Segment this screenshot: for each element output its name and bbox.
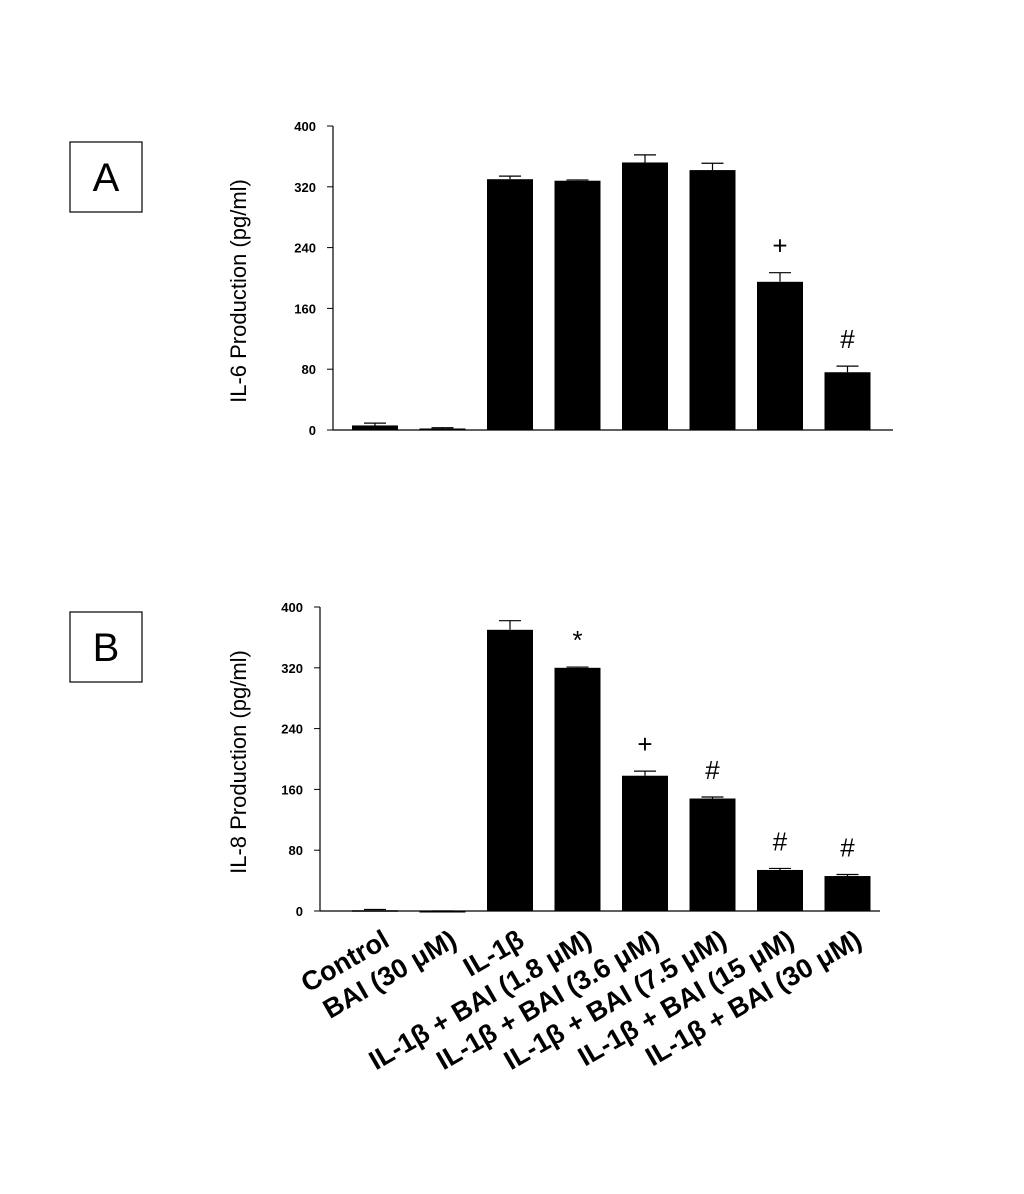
error-bar: [701, 796, 724, 799]
panel-label-box: [69, 141, 143, 213]
error-bar: [769, 272, 791, 282]
significance-mark: #: [840, 833, 855, 863]
significance-mark: #: [840, 324, 855, 354]
y-tick-label: 80: [289, 843, 303, 858]
error-bar: [499, 175, 521, 180]
error-bar: [431, 427, 454, 429]
bar: [352, 425, 398, 430]
y-tick-label: 0: [296, 904, 303, 919]
bar: [554, 180, 601, 430]
error-bar: [499, 620, 521, 630]
y-tick-label: 80: [302, 362, 316, 377]
bar: [689, 798, 736, 911]
error-bar: [634, 154, 656, 163]
bar: [487, 629, 533, 911]
bar: [419, 911, 466, 913]
significance-mark: +: [772, 231, 787, 261]
y-tick-label: 0: [309, 423, 316, 438]
significance-mark: +: [637, 729, 652, 759]
y-tick-label: 240: [294, 241, 316, 256]
error-bar: [364, 422, 386, 426]
y-axis-label: IL-6 Production (pg/ml): [226, 179, 251, 403]
significance-mark: *: [572, 625, 582, 655]
bar: [824, 372, 871, 430]
bar: [487, 179, 533, 430]
bar: [622, 775, 668, 911]
y-tick-label: 160: [294, 301, 316, 316]
error-bar: [566, 179, 589, 181]
panel-a: A IL-6 Production (pg/ml) 0 80 160 240 320 400 +…: [69, 119, 893, 438]
panel-b: B IL-8 Production (pg/ml) 0 80 160 240 320 400 *…: [69, 600, 880, 1076]
bar: [689, 170, 736, 430]
bar: [622, 162, 668, 431]
y-tick-label: 320: [281, 661, 303, 676]
y-tick-label: 160: [281, 782, 303, 797]
bar: [757, 281, 803, 430]
significance-mark: #: [773, 826, 788, 856]
error-bar: [566, 666, 589, 668]
bar: [757, 869, 803, 911]
panel-label: B: [93, 626, 120, 670]
bar: [419, 428, 466, 430]
y-axis-label: IL-8 Production (pg/ml): [226, 650, 251, 874]
panel-label: A: [93, 156, 120, 200]
panel-label-box: [69, 611, 143, 683]
y-tick-label: 240: [281, 722, 303, 737]
bar: [352, 910, 398, 912]
y-tick-label: 320: [294, 180, 316, 195]
significance-mark: #: [705, 755, 720, 785]
error-bar: [836, 873, 859, 877]
error-bar: [769, 867, 791, 870]
y-tick-label: 400: [281, 600, 303, 615]
error-bar: [634, 770, 656, 776]
error-bar: [364, 908, 386, 911]
y-tick-label: 400: [294, 119, 316, 134]
bar: [554, 667, 601, 911]
bar: [824, 876, 871, 911]
error-bar: [836, 365, 859, 373]
error-bar: [701, 162, 724, 171]
